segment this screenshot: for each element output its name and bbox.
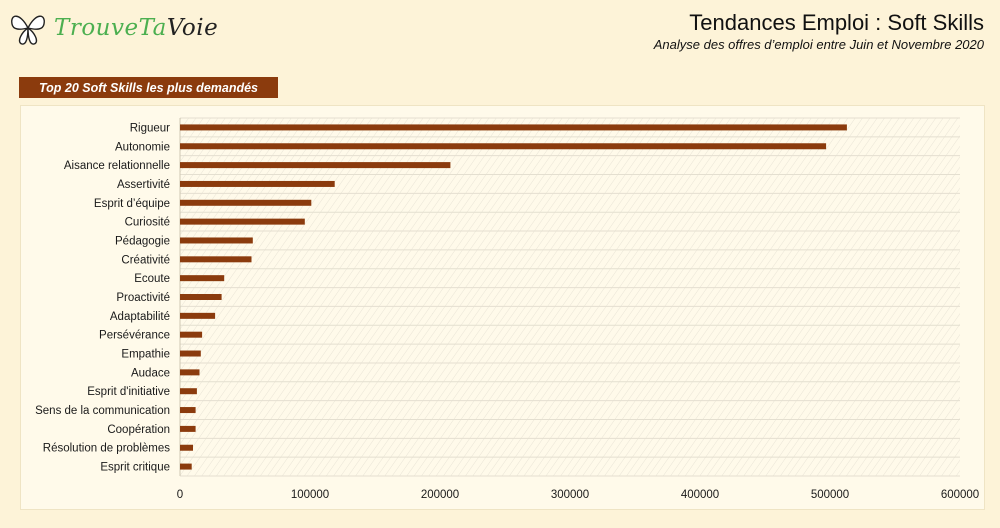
- bar: [180, 407, 196, 414]
- bar: [180, 444, 193, 451]
- category-label: Rigueur: [130, 122, 170, 134]
- x-tick-label: 400000: [681, 489, 719, 501]
- bar: [180, 143, 827, 150]
- page-title: Tendances Emploi : Soft Skills: [689, 10, 984, 35]
- bar: [180, 463, 192, 470]
- bar: [180, 180, 335, 187]
- category-label: Aisance relationnelle: [64, 160, 170, 172]
- category-label: Créativité: [121, 254, 170, 266]
- brand-logo: TrouveTaVoie: [8, 8, 218, 48]
- x-tick-label: 300000: [551, 489, 589, 501]
- category-label: Assertivité: [117, 179, 170, 191]
- x-axis-tick-labels: 0 100000 200000 300000 400000 500000 600000: [177, 489, 979, 501]
- bar: [180, 199, 312, 206]
- chart-panel: Rigueur Autonomie Aisance relationnelle Ass…: [20, 105, 985, 510]
- bar: [180, 162, 451, 169]
- section-title-banner: Top 20 Soft Skills les plus demandés: [19, 77, 278, 98]
- bar: [180, 388, 197, 395]
- x-tick-label: 100000: [291, 489, 329, 501]
- category-label: Pédagogie: [115, 235, 170, 247]
- category-label: Adaptabilité: [110, 311, 170, 323]
- category-label: Esprit d'initiative: [87, 386, 170, 398]
- category-label: Esprit d’équipe: [94, 198, 170, 210]
- bar: [180, 294, 222, 300]
- butterfly-icon: [11, 15, 45, 45]
- bars-group: [180, 124, 847, 470]
- x-tick-label: 200000: [421, 489, 459, 501]
- category-label: Empathie: [121, 349, 170, 361]
- x-tick-label: 500000: [811, 489, 849, 501]
- category-label: Coopération: [107, 424, 170, 436]
- category-label: Autonomie: [115, 141, 170, 153]
- page-subtitle: Analyse des offres d’emploi entre Juin e…: [653, 37, 984, 52]
- bar: [180, 331, 203, 338]
- category-labels: Rigueur Autonomie Aisance relationnelle Ass…: [35, 122, 170, 473]
- bar-chart: Rigueur Autonomie Aisance relationnelle Ass…: [35, 117, 979, 501]
- category-label: Ecoute: [134, 273, 170, 285]
- x-tick-label: 600000: [941, 489, 979, 501]
- bar: [180, 312, 216, 319]
- bar: [180, 425, 196, 432]
- bar: [180, 350, 201, 357]
- grid-lines: [179, 117, 960, 477]
- category-label: Proactivité: [116, 292, 170, 304]
- bar: [180, 124, 847, 131]
- bar: [180, 237, 253, 244]
- bar: [180, 275, 225, 282]
- bar: [180, 369, 200, 376]
- category-label: Sens de la communication: [35, 405, 170, 417]
- x-tick-label: 0: [177, 489, 183, 501]
- category-label: Esprit critique: [100, 462, 170, 474]
- category-label: Résolution de problèmes: [43, 443, 170, 455]
- category-label: Persévérance: [99, 330, 170, 342]
- logo-text: TrouveTaVoie: [54, 15, 219, 41]
- category-label: Curiosité: [125, 217, 170, 229]
- plot-area: [180, 118, 960, 476]
- bar: [180, 256, 252, 263]
- bar: [180, 218, 305, 225]
- category-label: Audace: [131, 367, 170, 379]
